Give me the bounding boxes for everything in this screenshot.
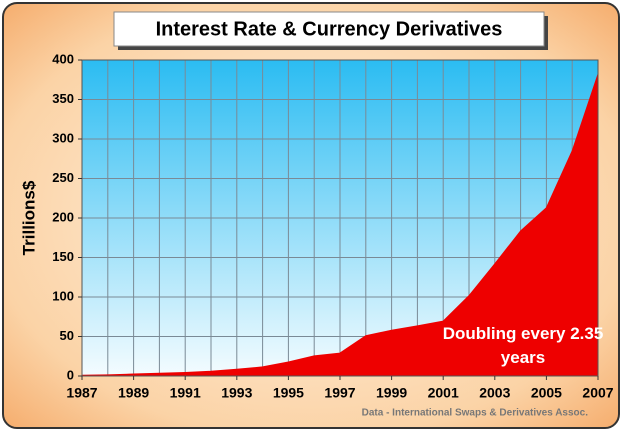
x-tick-label: 1991 [170,385,201,401]
x-tick-label: 2001 [428,385,459,401]
y-tick-label: 200 [52,209,74,224]
title-box [113,11,545,47]
x-tick-label: 1989 [118,385,149,401]
chart-title: Interest Rate & Currency Derivatives [156,18,503,40]
y-tick-label: 100 [52,288,74,303]
y-tick-label: 300 [52,130,74,145]
x-tick-label: 1995 [273,385,304,401]
x-tick-label: 1987 [66,385,97,401]
y-tick-label: 150 [52,249,74,264]
x-tick-label: 1997 [324,385,355,401]
x-tick-label: 2003 [479,385,510,401]
y-tick-label: 250 [52,170,74,185]
x-tick-label: 2007 [582,385,613,401]
y-tick-label: 400 [52,51,74,66]
y-tick-label: 350 [52,91,74,106]
source-note: Data - International Swaps & Derivatives… [362,408,589,419]
y-axis-label: Trillions$ [19,180,38,255]
annotation: Doubling every 2.35 years [442,324,604,367]
x-tick-label: 1993 [221,385,252,401]
x-tick-label: 2005 [531,385,562,401]
area [81,74,599,377]
y-tick-label: 0 [67,367,74,382]
x-tick-label: 1999 [376,385,407,401]
y-tick-label: 50 [60,328,74,343]
